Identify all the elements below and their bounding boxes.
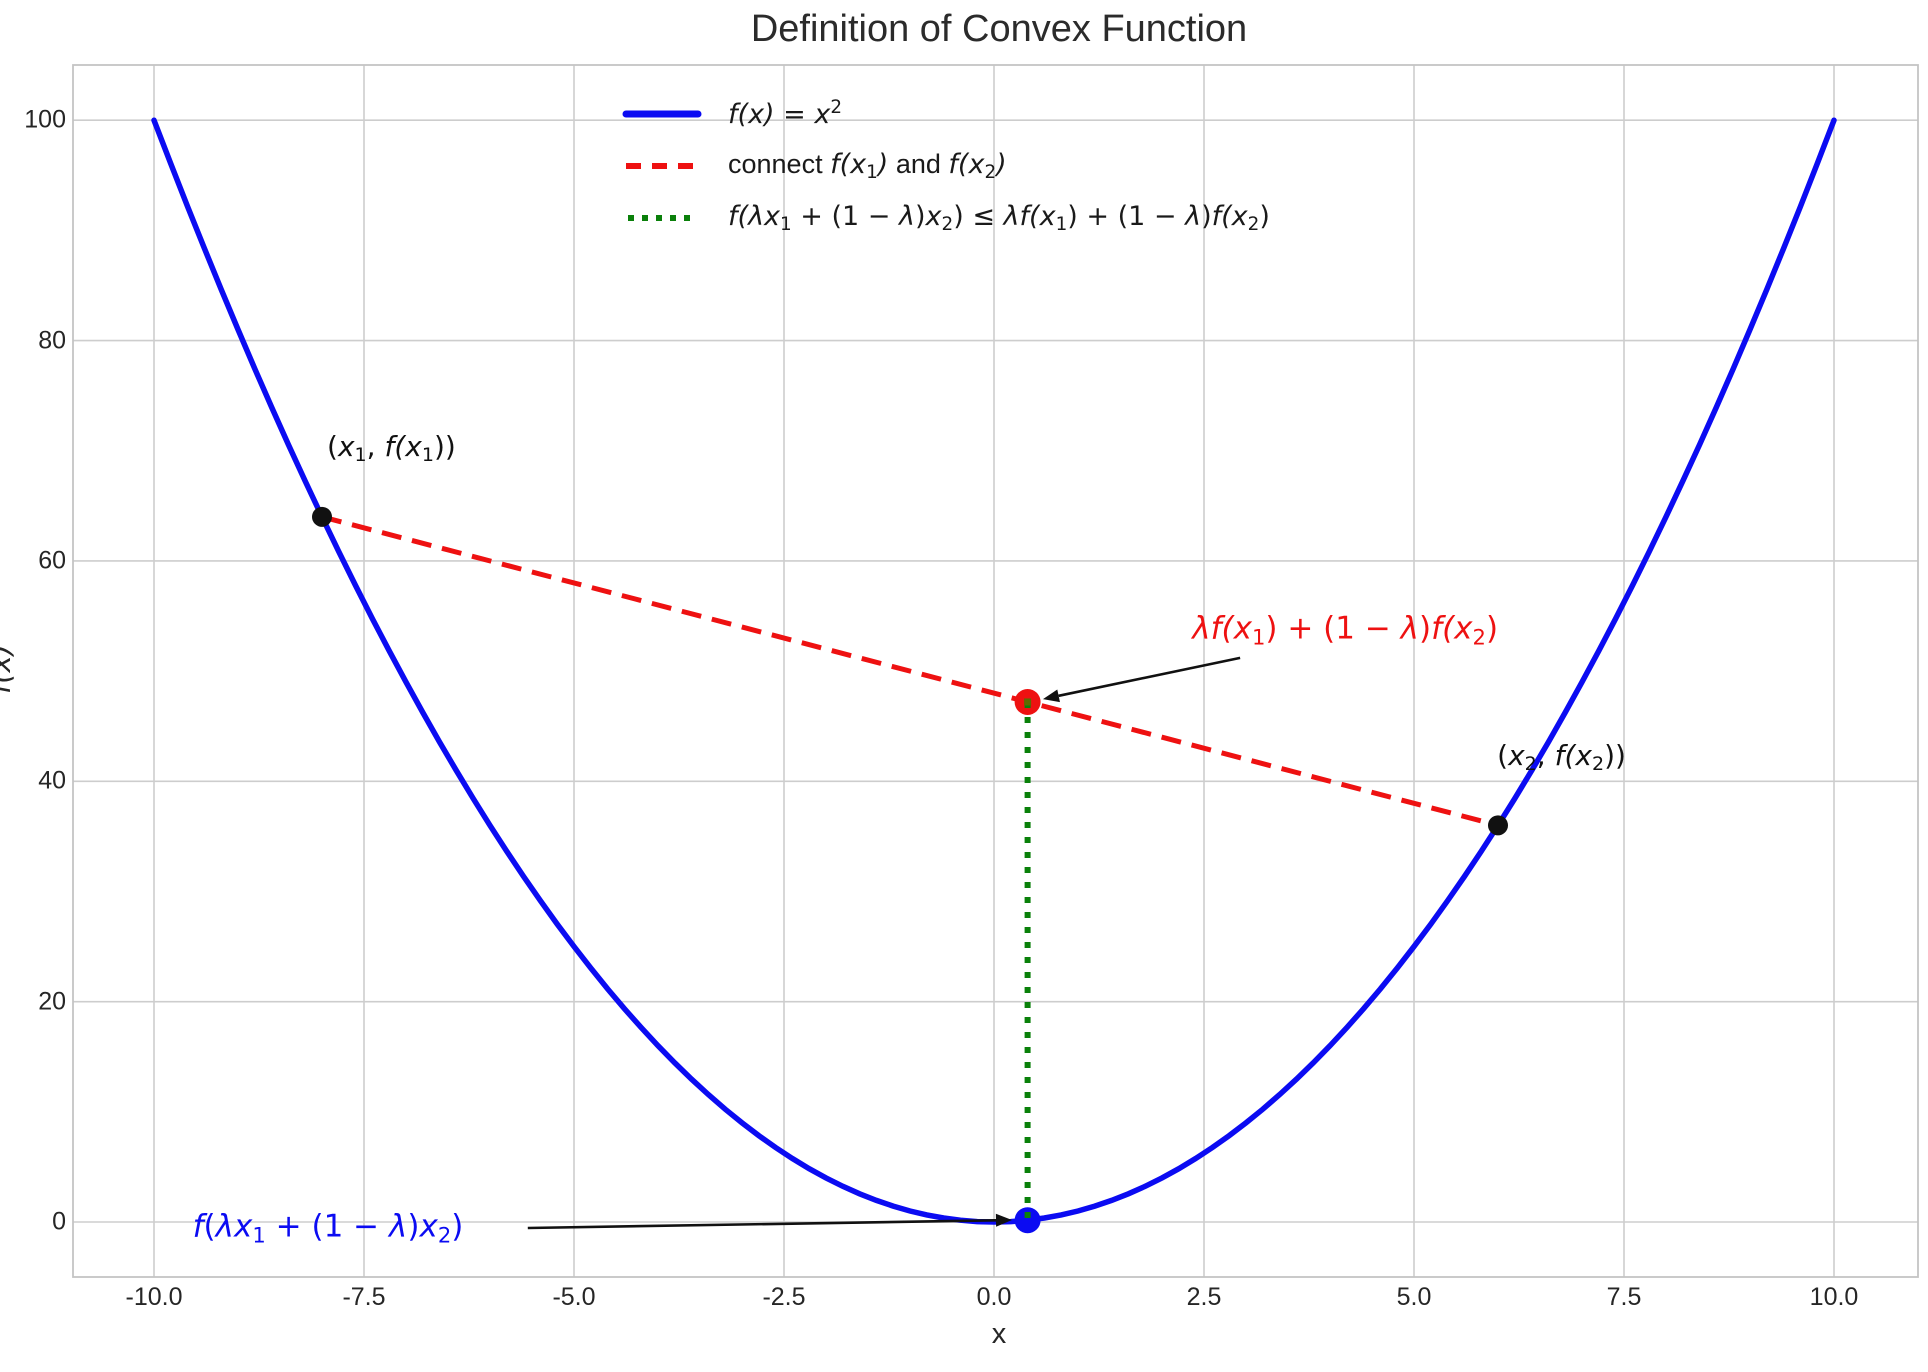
x-tick--2.5: -2.5: [762, 1283, 806, 1311]
x-tick-10.0: 10.0: [1809, 1283, 1859, 1311]
y-tick-80: 80: [38, 326, 66, 355]
legend-item-curve: f(x) = x2: [622, 88, 1270, 140]
annotation-label-x2: (x2, f(x2)): [1497, 738, 1626, 776]
x-tick-2.5: 2.5: [1186, 1283, 1222, 1311]
legend: f(x) = x2 connect f(x1) and f(x2) f(λx1 …: [622, 88, 1270, 244]
annotation-label-chord-value: λf(x1) + (1 − λ)f(x2): [1192, 610, 1499, 650]
arrow-label-chord-value-line: [1058, 656, 1241, 698]
x-tick--10.0: -10.0: [125, 1283, 183, 1311]
y-tick-20: 20: [38, 987, 66, 1016]
y-tick-100: 100: [24, 105, 66, 134]
plot-border: [72, 64, 1919, 1278]
x-tick-0.0: 0.0: [976, 1283, 1012, 1311]
legend-swatch-dashed-line: [626, 163, 698, 169]
y-tick-60: 60: [38, 546, 66, 575]
chart-title: Definition of Convex Function: [750, 8, 1248, 50]
y-tick-40: 40: [38, 766, 66, 795]
y-tick-0: 0: [52, 1207, 66, 1236]
x-tick-5.0: 5.0: [1396, 1283, 1432, 1311]
legend-item-chord: connect f(x1) and f(x2): [622, 140, 1270, 192]
curve-point: [1014, 1207, 1041, 1234]
overlap-dot: [1024, 698, 1032, 706]
annotation-label-curve-value: f(λx1 + (1 − λ)x2): [192, 1208, 464, 1248]
legend-label-inequality: f(λx1 + (1 − λ)x2) ≤ λf(x1) + (1 − λ)f(x…: [728, 200, 1270, 236]
legend-item-inequality: f(λx1 + (1 − λ)x2) ≤ λf(x1) + (1 − λ)f(x…: [622, 192, 1270, 244]
point-x1: [312, 506, 332, 527]
plot-area: [73, 65, 1918, 1277]
chord-line: [321, 514, 1499, 828]
arrow-label-chord-value-head: [1042, 689, 1060, 703]
legend-label-curve: f(x) = x2: [728, 97, 843, 131]
x-axis-label: x: [991, 1318, 1007, 1350]
y-axis-label: f(x): [0, 644, 17, 694]
arrow-label-curve-value-line: [527, 1218, 996, 1230]
legend-swatch-dotted-line: [628, 215, 698, 221]
legend-swatch-solid-line: [622, 110, 702, 118]
point-x2: [1488, 815, 1508, 836]
x-tick-7.5: 7.5: [1606, 1283, 1642, 1311]
arrow-label-curve-value-head: [995, 1213, 1012, 1227]
curve-fx: [151, 117, 1837, 1225]
x-tick--7.5: -7.5: [342, 1283, 386, 1311]
legend-label-chord: connect f(x1) and f(x2): [728, 148, 1007, 184]
x-tick--5.0: -5.0: [552, 1283, 596, 1311]
annotation-label-x1: (x1, f(x1)): [327, 429, 456, 467]
